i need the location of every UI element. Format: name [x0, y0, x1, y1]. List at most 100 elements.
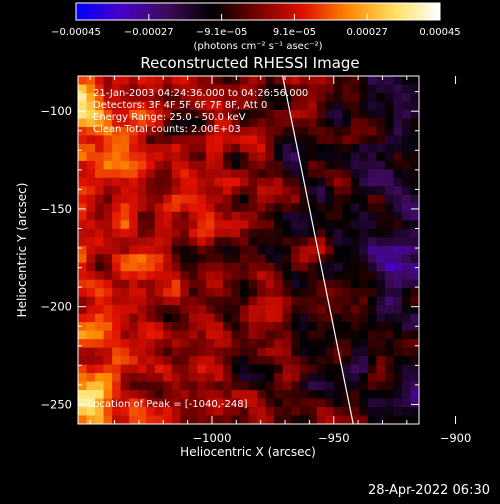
heatmap-cell: [180, 152, 190, 162]
heatmap-cell: [316, 169, 326, 179]
heatmap-cell: [333, 373, 343, 383]
heatmap-cell: [205, 101, 216, 111]
heatmap-cell: [137, 160, 147, 170]
heatmap-cell: [163, 228, 173, 238]
heatmap-cell: [257, 211, 267, 221]
heatmap-cell: [180, 373, 190, 383]
heatmap-cell: [188, 160, 198, 170]
heatmap-cell: [325, 92, 335, 103]
heatmap-cell: [103, 220, 113, 230]
heatmap-cell: [248, 186, 258, 196]
heatmap-cell: [359, 415, 369, 424]
heatmap-cell: [188, 415, 198, 424]
heatmap-cell: [248, 339, 258, 349]
heatmap-cell: [274, 390, 284, 400]
heatmap-cell: [384, 152, 395, 162]
heatmap-cell: [239, 254, 250, 264]
heatmap-cell: [333, 194, 343, 204]
heatmap-cell: [171, 135, 181, 145]
heatmap-cell: [239, 296, 250, 306]
heatmap-cell: [188, 288, 198, 298]
heatmap-cell: [154, 271, 164, 281]
heatmap-cell: [265, 220, 275, 230]
heatmap-cell: [316, 211, 326, 221]
heatmap-cell: [274, 203, 284, 213]
heatmap-cell: [171, 228, 181, 238]
heatmap-cell: [129, 143, 139, 153]
heatmap-cell: [248, 101, 258, 111]
heatmap-cell: [163, 92, 173, 103]
heatmap-cell: [197, 220, 207, 230]
heatmap-cell: [350, 237, 360, 247]
heatmap-cell: [376, 356, 386, 366]
heatmap-cell: [163, 407, 173, 417]
heatmap-cell: [342, 237, 352, 247]
heatmap-cell: [282, 305, 292, 315]
heatmap-cell: [401, 262, 412, 272]
heatmap-cell: [231, 101, 241, 111]
heatmap-cell: [154, 186, 164, 196]
heatmap-cell: [188, 92, 198, 103]
heatmap-cell: [274, 92, 284, 103]
heatmap-cell: [231, 203, 241, 213]
heatmap-cell: [197, 211, 207, 221]
heatmap-cell: [231, 160, 241, 170]
heatmap-cell: [86, 177, 96, 187]
heatmap-cell: [120, 126, 130, 137]
heatmap-cell: [274, 262, 284, 272]
heatmap-cell: [316, 118, 326, 128]
heatmap-cell: [282, 237, 292, 247]
heatmap-cell: [129, 339, 139, 349]
heatmap-cell: [78, 101, 88, 111]
heatmap-cell: [342, 135, 352, 145]
heatmap-cell: [222, 415, 233, 424]
heatmap-cell: [154, 109, 164, 120]
heatmap-cell: [299, 237, 309, 247]
heatmap-cell: [308, 398, 318, 408]
heatmap-cell: [205, 271, 216, 281]
heatmap-cell: [120, 313, 130, 323]
heatmap-cell: [154, 237, 164, 247]
info-line: 21-Jan-2003 04:24:36.000 to 04:26:56.000: [93, 88, 308, 99]
heatmap-cell: [299, 228, 309, 238]
heatmap-cell: [257, 339, 267, 349]
heatmap-cell: [120, 330, 130, 340]
heatmap-cell: [291, 118, 301, 128]
heatmap-cell: [282, 211, 292, 221]
heatmap-cell: [367, 118, 377, 128]
x-tick-label: −900: [440, 431, 472, 445]
heatmap-cell: [171, 76, 181, 86]
heatmap-cell: [401, 271, 412, 281]
heatmap-cell: [384, 296, 395, 306]
heatmap-cell: [86, 313, 96, 323]
heatmap-cell: [359, 220, 369, 230]
heatmap-cell: [103, 228, 113, 238]
chart-title: Reconstructed RHESSI Image: [140, 54, 359, 72]
heatmap-cell: [129, 271, 139, 281]
heatmap-cell: [86, 296, 96, 306]
heatmap-cell: [410, 245, 419, 255]
heatmap-cell: [393, 279, 403, 289]
heatmap-cell: [299, 84, 309, 94]
heatmap-cell: [214, 339, 224, 349]
heatmap-cell: [214, 245, 224, 255]
heatmap-cell: [239, 313, 250, 323]
heatmap-cell: [282, 228, 292, 238]
heatmap-cell: [95, 415, 105, 424]
x-axis-title: Heliocentric X (arcsec): [180, 445, 316, 459]
heatmap-cell: [239, 279, 250, 289]
heatmap-cell: [274, 407, 284, 417]
heatmap-cell: [78, 313, 88, 323]
heatmap-cell: [316, 194, 326, 204]
heatmap-cell: [86, 126, 96, 137]
heatmap-cell: [342, 356, 352, 366]
heatmap-cell: [231, 305, 241, 315]
heatmap-cell: [171, 126, 181, 137]
heatmap-cell: [325, 322, 335, 332]
heatmap-cell: [299, 152, 309, 162]
heatmap-cell: [197, 381, 207, 391]
heatmap-cell: [291, 262, 301, 272]
colorbar: [75, 2, 441, 21]
heatmap-cell: [239, 211, 250, 221]
heatmap-cell: [137, 135, 147, 145]
